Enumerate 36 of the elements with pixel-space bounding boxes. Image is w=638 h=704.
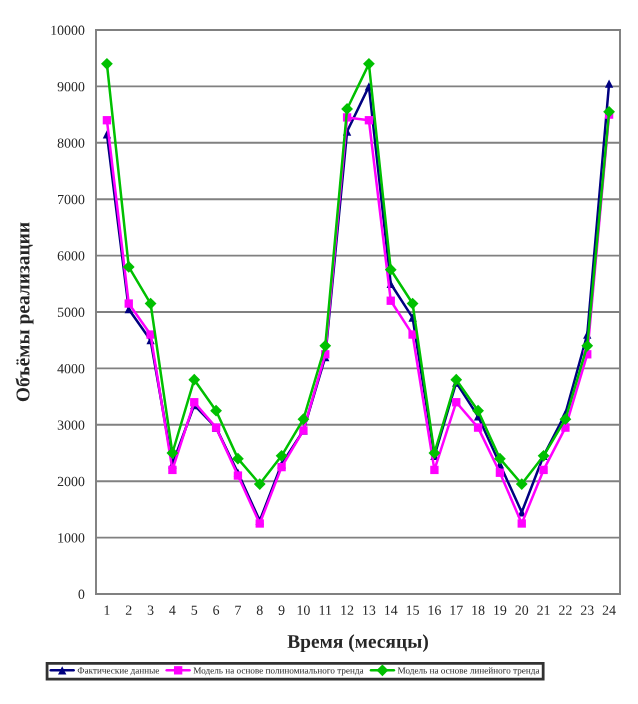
point <box>363 57 375 70</box>
point <box>319 339 332 352</box>
point <box>168 465 177 475</box>
point <box>515 478 528 490</box>
x-axis-title: Время (месяцы) <box>287 634 428 653</box>
point <box>102 116 112 125</box>
point <box>559 413 572 426</box>
point <box>450 373 463 386</box>
point <box>144 297 157 310</box>
point <box>384 263 397 276</box>
point <box>297 413 310 426</box>
point <box>603 105 615 118</box>
point <box>166 447 179 459</box>
point <box>101 57 113 70</box>
point <box>494 452 506 465</box>
point <box>406 297 419 310</box>
point <box>430 465 439 475</box>
point <box>472 404 484 417</box>
point <box>341 103 353 115</box>
point <box>253 478 266 490</box>
point <box>275 449 288 462</box>
point <box>122 260 135 273</box>
point <box>473 423 483 432</box>
point <box>232 452 244 465</box>
point <box>124 299 133 308</box>
point <box>539 465 548 475</box>
point <box>517 519 526 528</box>
point <box>581 339 594 352</box>
point <box>210 404 222 417</box>
point <box>452 398 461 407</box>
y-axis-title: Объёмы реализации <box>15 222 34 402</box>
point <box>188 373 201 386</box>
point <box>386 296 395 305</box>
point <box>495 468 505 477</box>
point <box>364 116 374 125</box>
point <box>604 79 614 88</box>
